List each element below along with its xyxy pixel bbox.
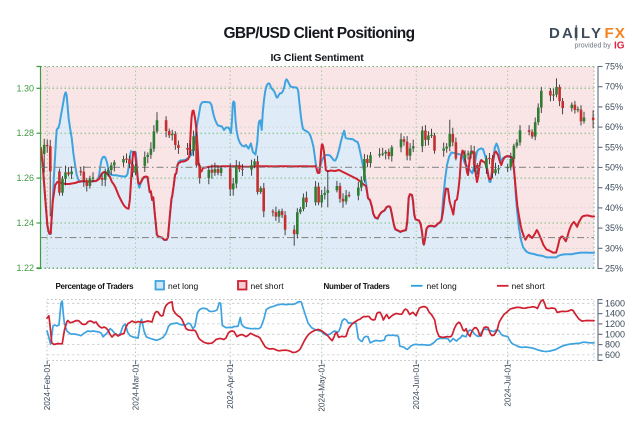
svg-text:net long: net long [168, 281, 199, 291]
svg-text:1.28: 1.28 [16, 128, 34, 138]
svg-text:IG Client Sentiment: IG Client Sentiment [270, 52, 364, 64]
svg-text:2024-Apr-01: 2024-Apr-01 [226, 363, 235, 409]
svg-text:25%: 25% [605, 264, 623, 274]
svg-text:1200: 1200 [605, 319, 625, 329]
svg-text:50%: 50% [605, 163, 623, 173]
svg-text:2024-Jul-01: 2024-Jul-01 [504, 363, 513, 407]
svg-text:1000: 1000 [605, 329, 625, 339]
svg-text:IG: IG [614, 41, 625, 52]
svg-text:35%: 35% [605, 223, 623, 233]
svg-text:net short: net short [251, 281, 285, 291]
svg-text:45%: 45% [605, 183, 623, 193]
svg-text:600: 600 [605, 350, 620, 360]
svg-text:Number of Traders: Number of Traders [324, 282, 391, 291]
svg-text:1.24: 1.24 [16, 218, 34, 228]
svg-text:net long: net long [427, 281, 458, 291]
svg-text:40%: 40% [605, 203, 623, 213]
svg-text:2024-Jun-01: 2024-Jun-01 [412, 363, 421, 409]
svg-text:800: 800 [605, 340, 620, 350]
svg-text:Percentage of Traders: Percentage of Traders [56, 282, 135, 291]
svg-text:provided by: provided by [575, 43, 612, 50]
svg-text:net short: net short [512, 281, 546, 291]
svg-text:55%: 55% [605, 142, 623, 152]
svg-text:60%: 60% [605, 122, 623, 132]
svg-text:DA: DA [549, 25, 575, 42]
svg-text:LY: LY [581, 25, 603, 42]
svg-text:1.26: 1.26 [16, 173, 34, 183]
svg-text:1600: 1600 [605, 298, 625, 308]
svg-text:75%: 75% [605, 62, 623, 72]
svg-text:65%: 65% [605, 102, 623, 112]
svg-text:2024-Mar-01: 2024-Mar-01 [132, 363, 141, 410]
svg-text:1.22: 1.22 [16, 263, 34, 273]
svg-text:1.30: 1.30 [16, 83, 34, 93]
svg-text:70%: 70% [605, 82, 623, 92]
svg-text:GBP/USD Client Positioning: GBP/USD Client Positioning [223, 25, 414, 42]
svg-text:1400: 1400 [605, 309, 625, 319]
svg-text:30%: 30% [605, 243, 623, 253]
svg-text:2024-Feb-01: 2024-Feb-01 [43, 363, 52, 410]
svg-text:FX: FX [605, 25, 627, 42]
svg-text:2024-May-01: 2024-May-01 [318, 363, 327, 412]
